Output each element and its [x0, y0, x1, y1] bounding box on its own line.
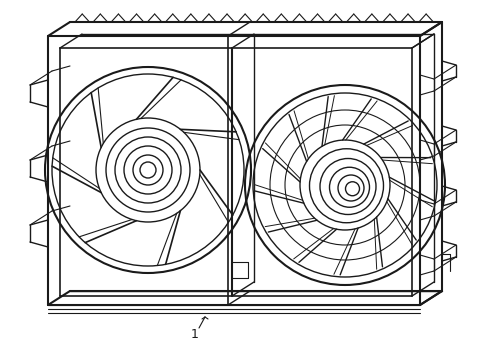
Text: 1: 1 — [191, 328, 199, 342]
